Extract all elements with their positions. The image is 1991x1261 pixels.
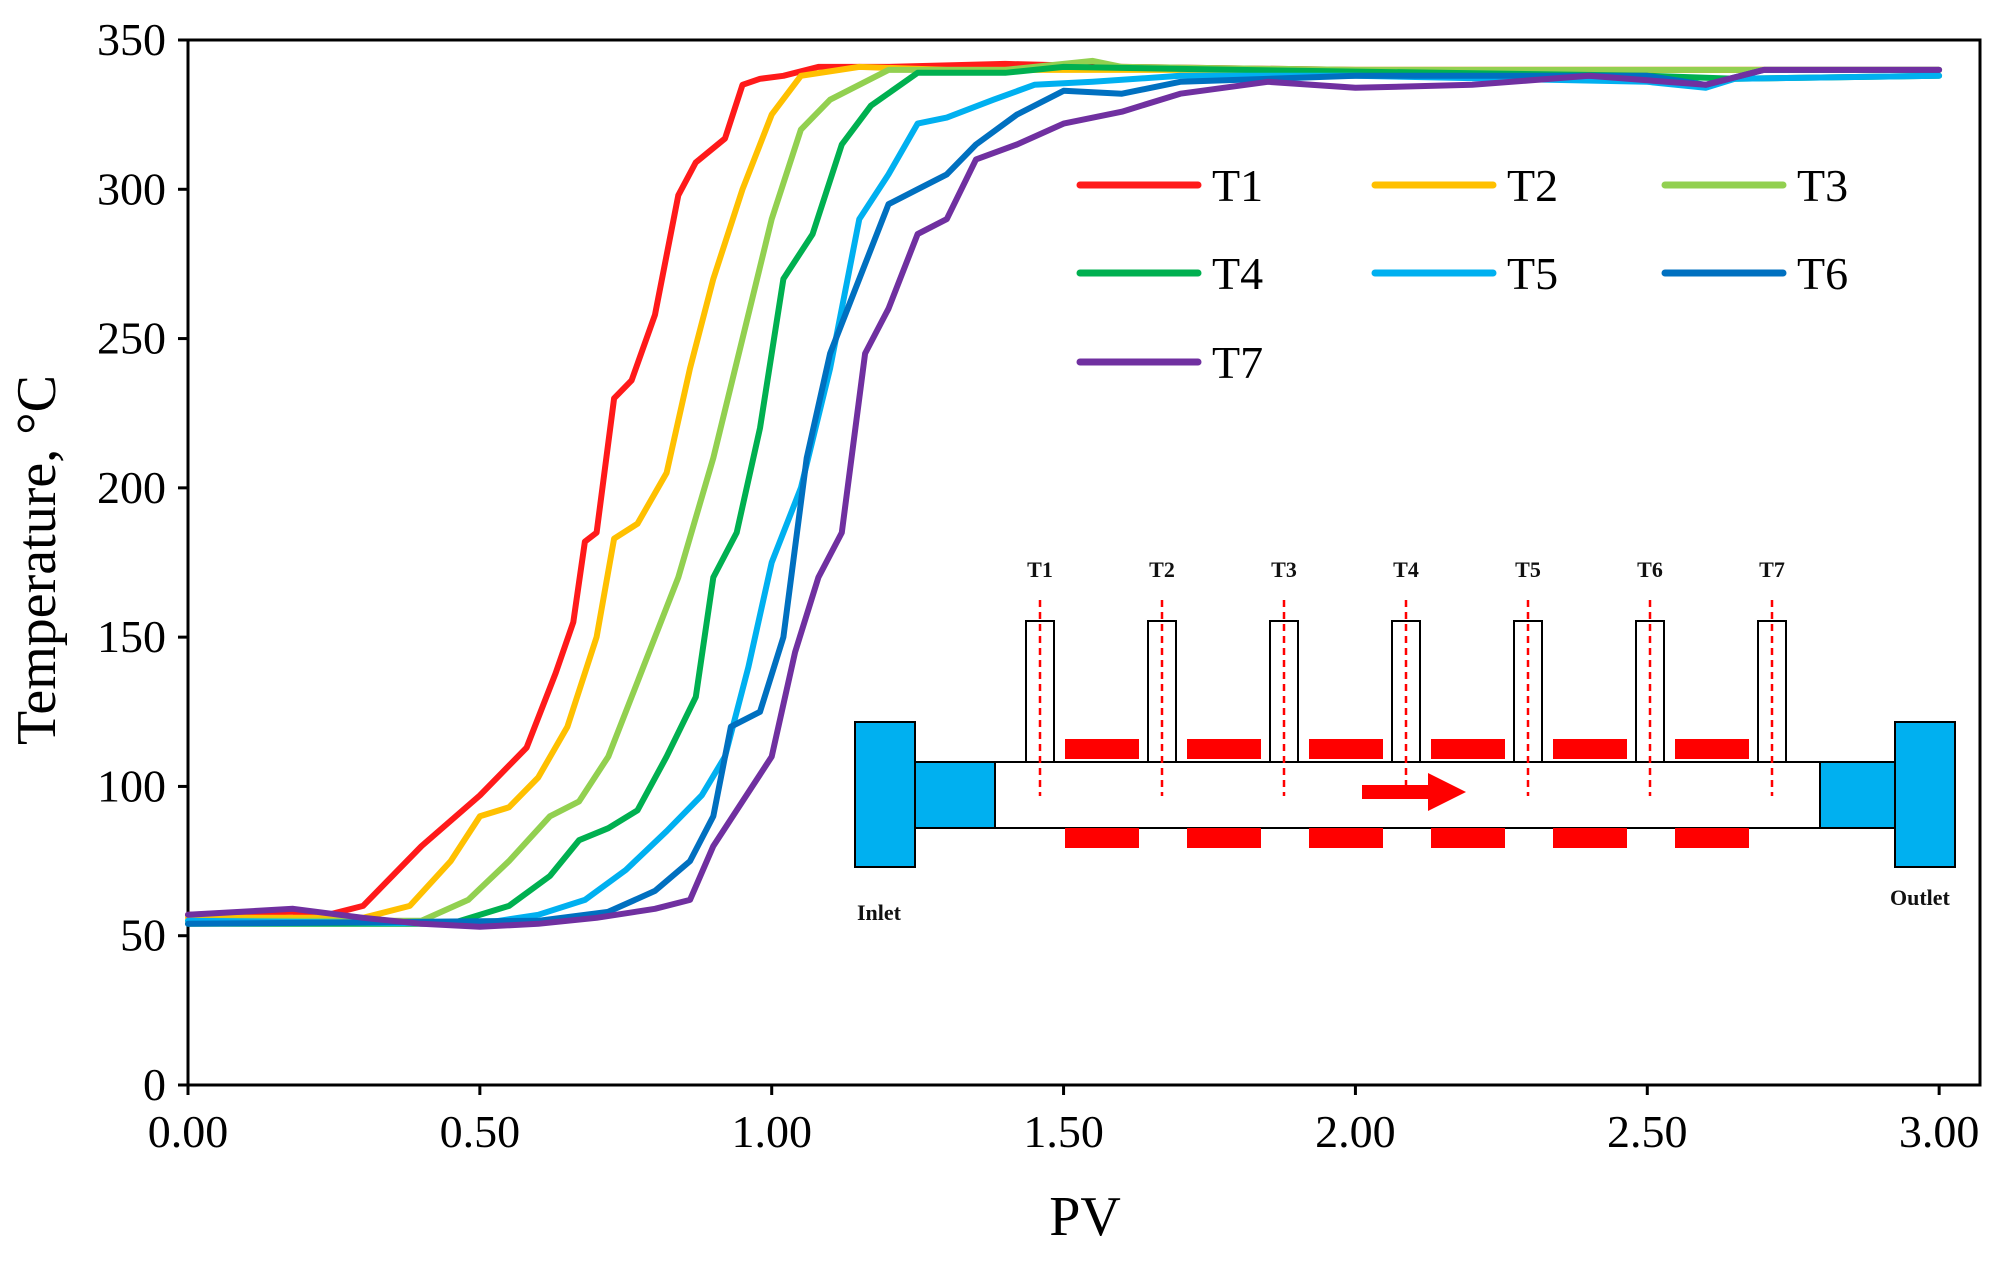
heater-block-top <box>1065 739 1139 759</box>
legend-label-t7: T7 <box>1212 337 1263 388</box>
outlet-label: Outlet <box>1890 885 1951 910</box>
inlet-flange <box>854 721 916 868</box>
legend-label-t5: T5 <box>1507 248 1558 299</box>
y-tick-label: 200 <box>97 462 166 513</box>
series-layer <box>185 57 1943 930</box>
heater-block-bottom <box>1187 828 1261 848</box>
heater-block-top <box>1553 739 1627 759</box>
x-axis-title: PV <box>1049 1186 1121 1248</box>
heater-block-top <box>1675 739 1749 759</box>
heater-block-top <box>1187 739 1261 759</box>
x-tick-label: 3.00 <box>1899 1106 1980 1157</box>
heater-block-top <box>1309 739 1383 759</box>
y-axis: 0 50 100 150 200 250 300 350 <box>97 14 188 1110</box>
heater-block-bottom <box>1675 828 1749 848</box>
heater-block-bottom <box>1431 828 1505 848</box>
plot-border <box>186 38 1982 1087</box>
y-tick-label: 100 <box>97 760 166 811</box>
legend-label-t4: T4 <box>1212 248 1263 299</box>
probe-label: T5 <box>1515 557 1541 582</box>
legend-label-t1: T1 <box>1212 160 1263 211</box>
flow-arrow-icon <box>1428 773 1466 811</box>
inlet-connector <box>914 761 996 829</box>
y-tick-label: 0 <box>143 1059 166 1110</box>
reactor-tube <box>994 761 1821 829</box>
inlet-label: Inlet <box>857 900 902 925</box>
x-axis: 0.00 0.50 1.00 1.50 2.00 2.50 3.00 <box>148 1085 1980 1157</box>
legend-label-t6: T6 <box>1797 248 1848 299</box>
heater-block-top <box>1431 739 1505 759</box>
probe-label: T4 <box>1393 557 1419 582</box>
legend: T1 T2 T3 T4 T5 T6 T7 <box>1076 160 1848 388</box>
probe-label: T2 <box>1149 557 1175 582</box>
y-axis-title: Temperature, °C <box>6 375 68 745</box>
probe-label: T1 <box>1027 557 1053 582</box>
outlet-flange <box>1894 721 1956 868</box>
x-tick-label: 0.00 <box>148 1106 229 1157</box>
y-tick-label: 350 <box>97 14 166 65</box>
probe-label: T7 <box>1759 557 1785 582</box>
plot-frame <box>186 38 1982 1087</box>
series-line-t1 <box>185 60 1943 921</box>
series-line-t6 <box>185 66 1943 927</box>
legend-label-t3: T3 <box>1797 160 1848 211</box>
series-line-t4 <box>185 63 1943 927</box>
probe-label: T3 <box>1271 557 1297 582</box>
series-line-t7 <box>185 66 1943 930</box>
heater-block-bottom <box>1553 828 1627 848</box>
x-tick-label: 2.50 <box>1607 1106 1688 1157</box>
y-tick-label: 250 <box>97 313 166 364</box>
flow-arrow-shaft <box>1362 785 1432 799</box>
y-tick-label: 50 <box>120 910 166 961</box>
legend-label-t2: T2 <box>1507 160 1558 211</box>
probe-label: T6 <box>1637 557 1663 582</box>
apparatus-inset-diagram: T1 T2 T3 T4 T5 T6 T7 Inlet Outlet <box>854 557 1956 925</box>
heater-block-bottom <box>1309 828 1383 848</box>
x-tick-label: 0.50 <box>440 1106 521 1157</box>
x-tick-label: 1.50 <box>1023 1106 1104 1157</box>
x-tick-label: 1.00 <box>731 1106 812 1157</box>
heater-block-bottom <box>1065 828 1139 848</box>
x-tick-label: 2.00 <box>1315 1106 1396 1157</box>
y-tick-label: 300 <box>97 163 166 214</box>
y-tick-label: 150 <box>97 611 166 662</box>
outlet-connector <box>1819 761 1896 829</box>
